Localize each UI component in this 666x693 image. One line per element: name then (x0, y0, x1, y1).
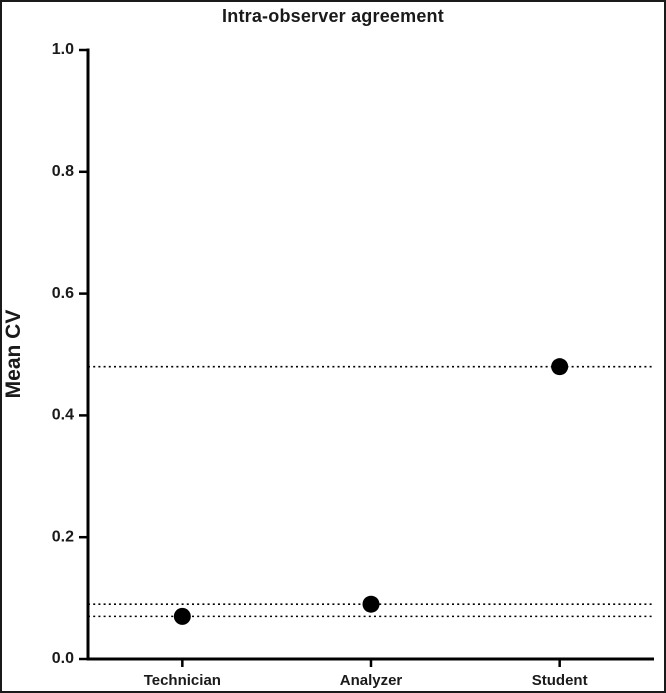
chart-title: Intra-observer agreement (222, 6, 444, 26)
y-tick-label: 0.8 (52, 163, 74, 180)
x-category-label: Analyzer (340, 672, 403, 689)
data-point (173, 607, 191, 625)
x-category-label: Technician (144, 672, 221, 689)
y-tick-label: 0.2 (52, 528, 74, 545)
y-tick-label: 1.0 (52, 41, 74, 58)
y-tick-label: 0.6 (52, 285, 74, 302)
data-point (551, 358, 569, 376)
x-category-label: Student (532, 672, 588, 689)
y-tick-label: 0.4 (52, 407, 74, 424)
y-tick-label: 0.0 (52, 650, 74, 667)
data-point (362, 595, 380, 613)
